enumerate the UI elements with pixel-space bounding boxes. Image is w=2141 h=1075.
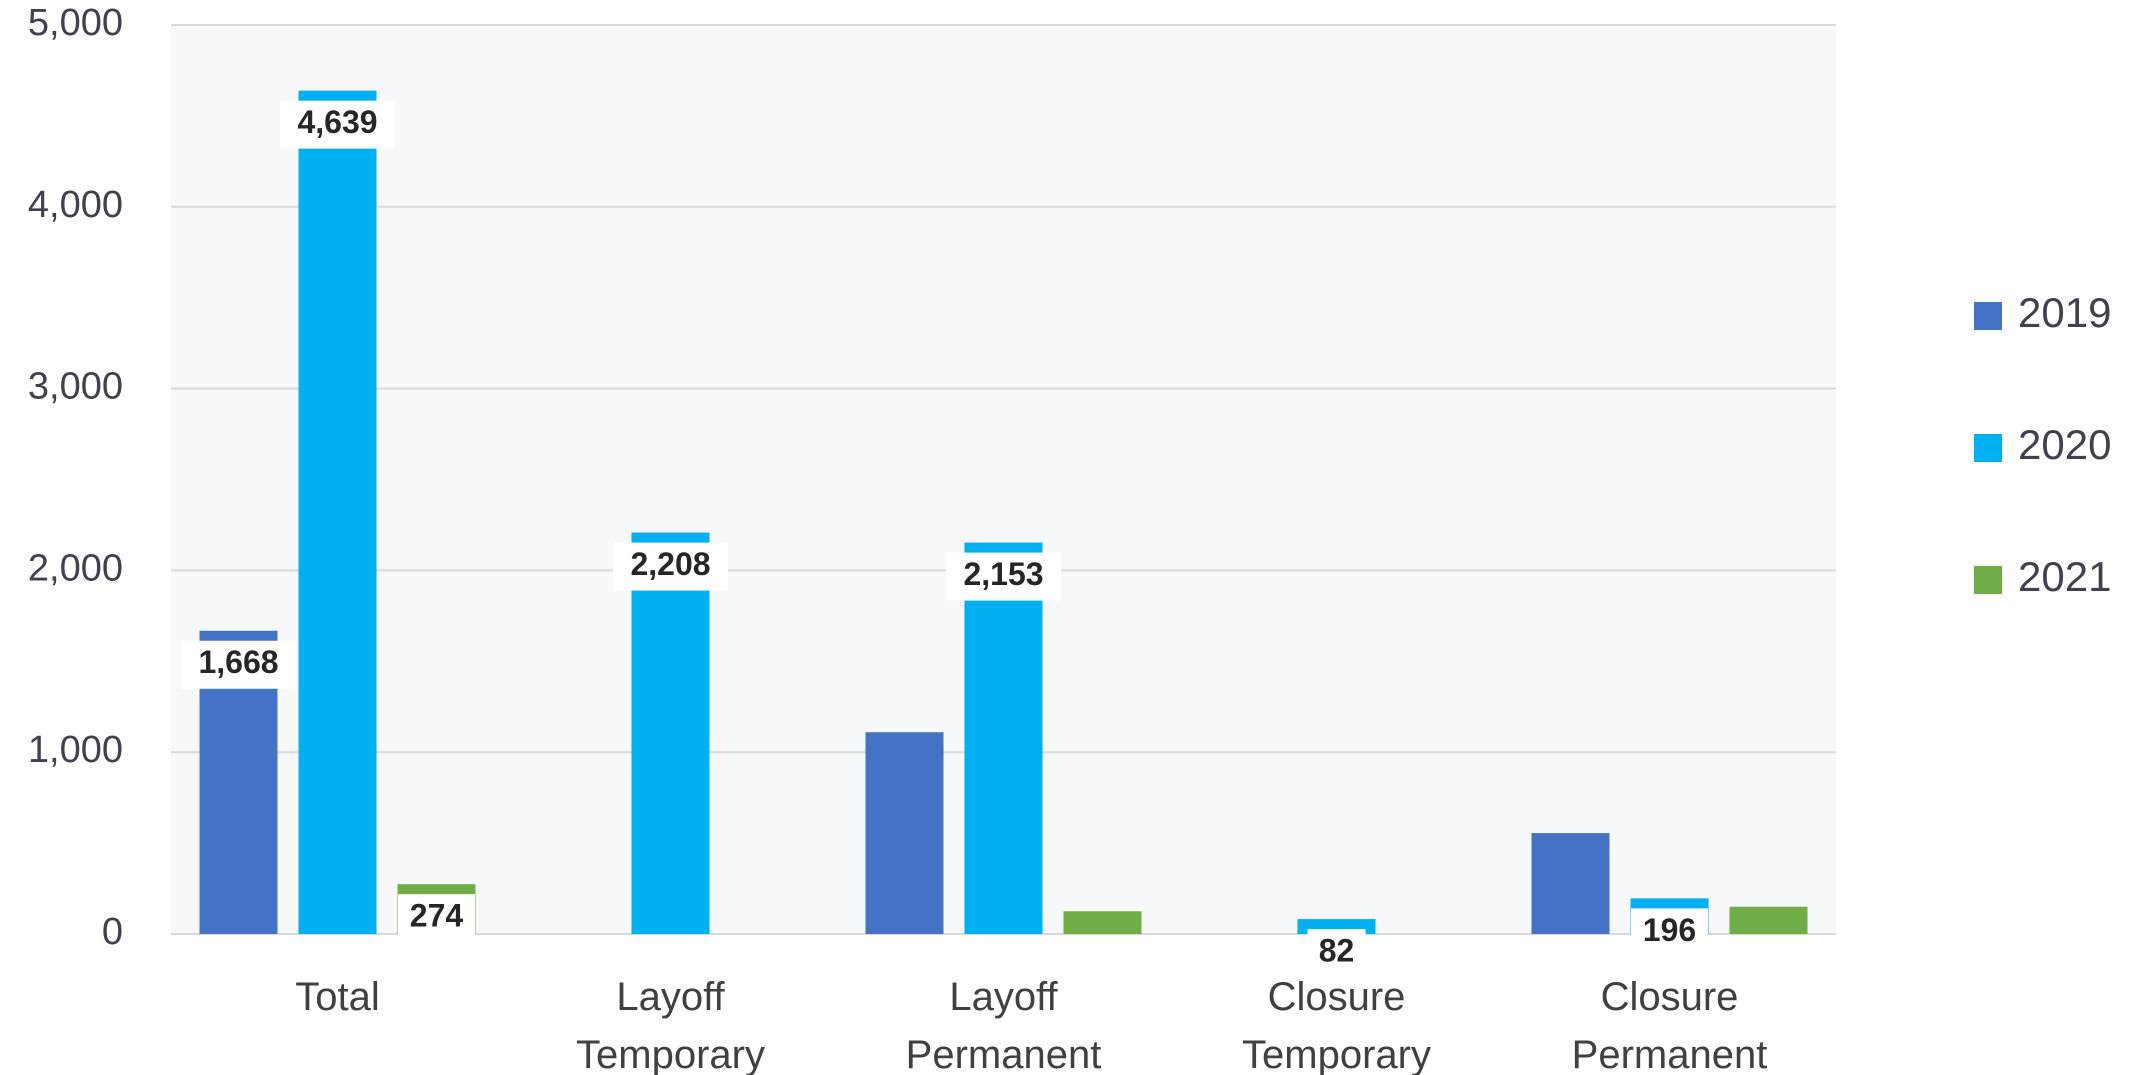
data-label: 2,208	[630, 546, 710, 582]
data-label: 2,153	[963, 556, 1043, 592]
bar	[298, 90, 377, 934]
bar	[1531, 833, 1610, 934]
data-label-box	[1631, 908, 1708, 957]
data-label-box	[398, 894, 475, 943]
data-label-box	[1307, 929, 1366, 978]
y-tick-label: 4,000	[28, 184, 123, 226]
bar	[1729, 906, 1808, 934]
data-label: 196	[1643, 912, 1696, 948]
legend-label: 2021	[2018, 553, 2111, 600]
x-tick-label: Closure Permanent	[1571, 975, 1768, 1075]
x-tick-label: Layoff Permanent	[905, 975, 1102, 1075]
bar	[865, 732, 944, 934]
data-label-box	[181, 640, 296, 689]
data-label: 1,668	[198, 644, 278, 680]
x-tick-label: Layoff Temporary	[576, 975, 765, 1075]
data-label: 82	[1319, 933, 1355, 969]
legend-label: 2019	[2018, 289, 2111, 336]
data-label-box	[613, 542, 728, 591]
data-label-box	[280, 100, 395, 149]
data-label-box	[946, 552, 1061, 601]
data-label: 4,639	[297, 104, 377, 140]
y-tick-label: 5,000	[28, 2, 123, 44]
legend-label: 2020	[2018, 421, 2111, 468]
data-label: 274	[410, 898, 464, 934]
x-tick-label: Total	[295, 975, 380, 1019]
bar	[964, 542, 1043, 934]
y-tick-label: 2,000	[28, 547, 123, 589]
y-tick-label: 0	[102, 911, 123, 953]
y-tick-label: 3,000	[28, 366, 123, 408]
legend-swatch	[1974, 302, 2002, 330]
x-tick-label: Closure Temporary	[1242, 975, 1431, 1075]
bar	[1063, 911, 1142, 934]
legend-swatch	[1974, 434, 2002, 462]
legend-swatch	[1974, 566, 2002, 594]
bar	[631, 532, 710, 934]
y-tick-label: 1,000	[28, 729, 123, 771]
